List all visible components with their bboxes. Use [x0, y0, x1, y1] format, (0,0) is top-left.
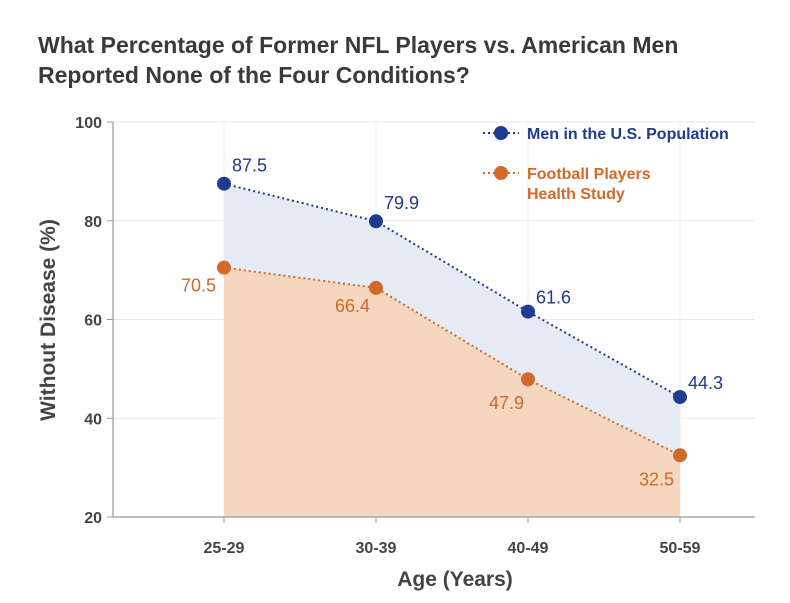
area-series-1 [224, 267, 680, 517]
data-labels: 87.5 79.9 61.6 44.3 70.5 66.4 47.9 32.5 [181, 156, 723, 490]
y-tick-label-100: 100 [75, 115, 102, 132]
x-tick-label-50-59: 50-59 [660, 540, 701, 557]
point-series-1-50-59[interactable] [673, 448, 687, 463]
x-tick-label-30-39: 30-39 [356, 540, 397, 557]
y-tick-label-60: 60 [84, 313, 102, 330]
x-tick-label-25-29: 25-29 [204, 540, 245, 557]
legend-item-0[interactable]: Men in the U.S. Population [483, 126, 729, 143]
point-series-0-40-49[interactable] [521, 304, 535, 319]
x-tick-label-40-49: 40-49 [508, 540, 549, 557]
y-tick-label-20: 20 [84, 510, 102, 527]
chart-title: What Percentage of Former NFL Players vs… [38, 30, 678, 90]
point-series-1-25-29[interactable] [217, 260, 231, 275]
point-series-1-40-49[interactable] [521, 372, 535, 387]
axes: 20 40 60 80 100 25-29 30-39 40-49 50-59 [75, 115, 755, 557]
data-label-series-0-25-29: 87.5 [232, 156, 267, 176]
data-label-series-0-40-49: 61.6 [536, 288, 571, 308]
y-axis-title: Without Disease (%) [37, 219, 60, 421]
series-line-0 [223, 182, 681, 398]
legend-label-1-line-1: Health Study [527, 186, 625, 203]
data-label-series-0-30-39: 79.9 [384, 193, 419, 213]
series-lines [223, 182, 681, 457]
legend-label-0-line-0: Men in the U.S. Population [527, 126, 729, 143]
chart-title-line-1: What Percentage of Former NFL Players vs… [38, 32, 679, 58]
chart-title-line-2: Reported None of the Four Conditions? [38, 62, 470, 88]
data-label-series-0-50-59: 44.3 [688, 373, 723, 393]
legend-label-1-line-0: Football Players [527, 166, 651, 183]
legend-item-1[interactable]: Football Players Health Study [483, 166, 651, 203]
legend[interactable]: Men in the U.S. Population Football Playe… [483, 126, 729, 203]
data-label-series-1-30-39: 66.4 [335, 296, 370, 316]
point-series-1-30-39[interactable] [369, 280, 383, 295]
x-axis-title: Age (Years) [397, 568, 513, 591]
series-areas [224, 183, 680, 517]
legend-marker-1 [494, 166, 508, 180]
data-points [217, 176, 687, 463]
legend-marker-0 [494, 126, 508, 140]
y-tick-label-40: 40 [84, 411, 102, 428]
point-series-0-50-59[interactable] [673, 390, 687, 405]
data-label-series-1-50-59: 32.5 [639, 469, 674, 489]
data-label-series-1-40-49: 47.9 [489, 393, 524, 413]
point-series-0-25-29[interactable] [217, 176, 231, 191]
series-line-1 [223, 266, 681, 457]
data-label-series-1-25-29: 70.5 [181, 276, 216, 296]
y-tick-label-80: 80 [84, 214, 102, 231]
point-series-0-30-39[interactable] [369, 214, 383, 229]
